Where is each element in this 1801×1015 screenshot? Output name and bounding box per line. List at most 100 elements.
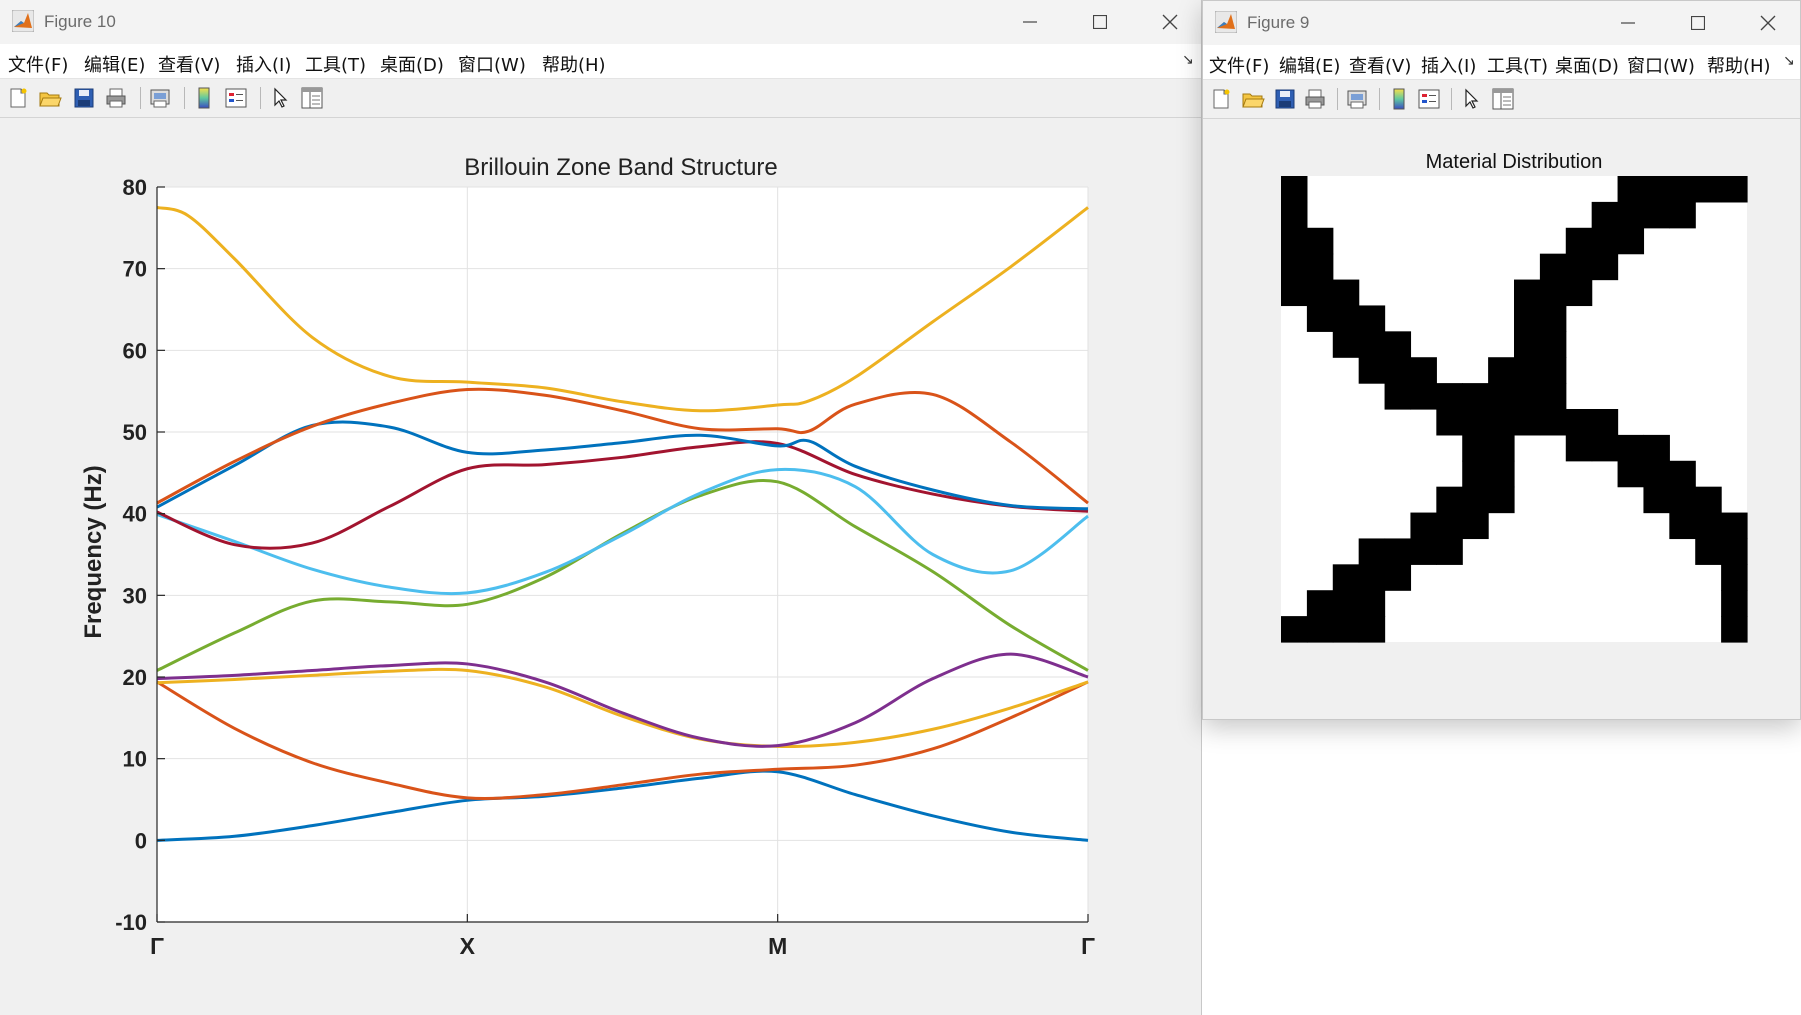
print-icon[interactable]	[104, 86, 128, 110]
print-preview-icon[interactable]	[1345, 87, 1369, 111]
save-icon[interactable]	[1273, 87, 1297, 111]
material-cell	[1358, 305, 1386, 332]
material-cell	[1358, 357, 1386, 384]
menu-view[interactable]: 查看(V)	[158, 55, 221, 76]
property-inspector-icon[interactable]	[300, 86, 324, 110]
material-cell	[1695, 512, 1722, 540]
material-cell	[1358, 331, 1386, 358]
figure-9-window: Figure 9 文件(F) 编辑(E) 查看(V) 插入(I) 工具(T) 桌…	[1202, 0, 1801, 720]
menu-insert[interactable]: 插入(I)	[1421, 56, 1477, 77]
material-cell	[1514, 331, 1541, 358]
toolbar-separator	[1337, 88, 1338, 110]
menu-view[interactable]: 查看(V)	[1349, 56, 1412, 77]
material-cell	[1643, 201, 1670, 229]
menu-edit[interactable]: 编辑(E)	[84, 55, 146, 76]
close-icon	[1162, 14, 1178, 30]
menu-bar: 文件(F) 编辑(E) 查看(V) 插入(I) 工具(T) 桌面(D) 窗口(W…	[1203, 45, 1800, 80]
menu-desktop[interactable]: 桌面(D)	[1555, 56, 1619, 77]
legend-icon[interactable]	[1417, 87, 1441, 111]
maximize-button[interactable]	[1668, 1, 1728, 45]
menu-edit[interactable]: 编辑(E)	[1279, 56, 1341, 77]
material-cell	[1617, 176, 1645, 203]
material-cell	[1281, 279, 1308, 307]
material-cell	[1539, 331, 1567, 358]
figure-10-window: Figure 10 文件(F) 编辑(E) 查看(V) 插入(I) 工具(T) …	[0, 0, 1202, 1015]
new-figure-icon[interactable]	[1209, 87, 1233, 111]
menu-tools[interactable]: 工具(T)	[305, 55, 367, 76]
colorbar-icon[interactable]	[1387, 87, 1411, 111]
menu-help[interactable]: 帮助(H)	[542, 55, 606, 76]
minimize-button[interactable]	[1000, 0, 1060, 44]
legend-icon[interactable]	[224, 86, 248, 110]
pointer-icon[interactable]	[268, 86, 292, 110]
material-cell	[1306, 253, 1334, 281]
dock-arrow-icon[interactable]: ↘	[1783, 53, 1795, 69]
dock-arrow-icon[interactable]: ↘	[1182, 52, 1194, 68]
material-cell	[1384, 564, 1412, 591]
close-button[interactable]	[1140, 0, 1200, 44]
open-file-icon[interactable]	[1241, 87, 1265, 111]
menu-file[interactable]: 文件(F)	[8, 55, 69, 76]
maximize-button[interactable]	[1070, 0, 1130, 44]
print-preview-icon[interactable]	[148, 86, 172, 110]
x-tick-label: M	[768, 933, 787, 959]
material-cell	[1721, 616, 1748, 643]
y-tick-label: 30	[123, 583, 147, 608]
toolbar-separator	[260, 87, 261, 109]
material-cell	[1617, 460, 1645, 488]
material-cell	[1436, 409, 1463, 436]
material-cell	[1514, 383, 1541, 410]
menu-window[interactable]: 窗口(W)	[1627, 56, 1695, 77]
material-cell	[1332, 564, 1360, 591]
material-cell	[1565, 434, 1593, 462]
menu-file[interactable]: 文件(F)	[1209, 56, 1270, 77]
band-line	[156, 769, 1089, 842]
material-cell	[1669, 486, 1696, 514]
menu-window[interactable]: 窗口(W)	[458, 55, 526, 76]
close-icon	[1760, 15, 1776, 31]
matlab-icon	[12, 10, 34, 32]
titlebar[interactable]: Figure 10	[0, 0, 1201, 44]
material-cell	[1617, 201, 1645, 229]
material-cell	[1591, 253, 1619, 281]
material-cell	[1539, 409, 1567, 436]
material-cell	[1436, 538, 1463, 565]
menu-desktop[interactable]: 桌面(D)	[380, 55, 444, 76]
band-line	[156, 440, 1089, 550]
material-cell	[1332, 590, 1360, 617]
save-icon[interactable]	[72, 86, 96, 110]
print-icon[interactable]	[1303, 87, 1327, 111]
new-figure-icon[interactable]	[6, 86, 30, 110]
material-cell	[1721, 176, 1748, 203]
material-cell	[1358, 538, 1386, 565]
material-cell	[1281, 616, 1308, 643]
pointer-icon[interactable]	[1459, 87, 1483, 111]
open-file-icon[interactable]	[38, 86, 62, 110]
material-cell	[1358, 564, 1386, 591]
material-cell	[1488, 409, 1515, 436]
material-cell	[1643, 460, 1670, 488]
close-button[interactable]	[1738, 1, 1798, 45]
material-cell	[1332, 616, 1360, 643]
material-cell	[1488, 383, 1515, 410]
material-cell	[1591, 409, 1619, 436]
menu-tools[interactable]: 工具(T)	[1487, 56, 1549, 77]
menu-insert[interactable]: 插入(I)	[236, 55, 292, 76]
colorbar-icon[interactable]	[192, 86, 216, 110]
y-tick-label: 80	[123, 175, 147, 200]
material-cell	[1462, 460, 1489, 488]
material-cell	[1565, 279, 1593, 307]
toolbar-separator	[184, 87, 185, 109]
material-cell	[1384, 538, 1412, 565]
titlebar[interactable]: Figure 9	[1203, 1, 1800, 45]
plot-area: -10 0 10 20 30 40 50 60 70 80 Γ X M Γ	[115, 175, 1095, 959]
material-cell	[1306, 590, 1334, 617]
minimize-button[interactable]	[1598, 1, 1658, 45]
material-cell	[1488, 486, 1515, 514]
material-cell	[1565, 409, 1593, 436]
material-cell	[1306, 616, 1334, 643]
menu-help[interactable]: 帮助(H)	[1707, 56, 1771, 77]
material-cell	[1514, 305, 1541, 332]
property-inspector-icon[interactable]	[1491, 87, 1515, 111]
material-cell	[1281, 201, 1308, 229]
